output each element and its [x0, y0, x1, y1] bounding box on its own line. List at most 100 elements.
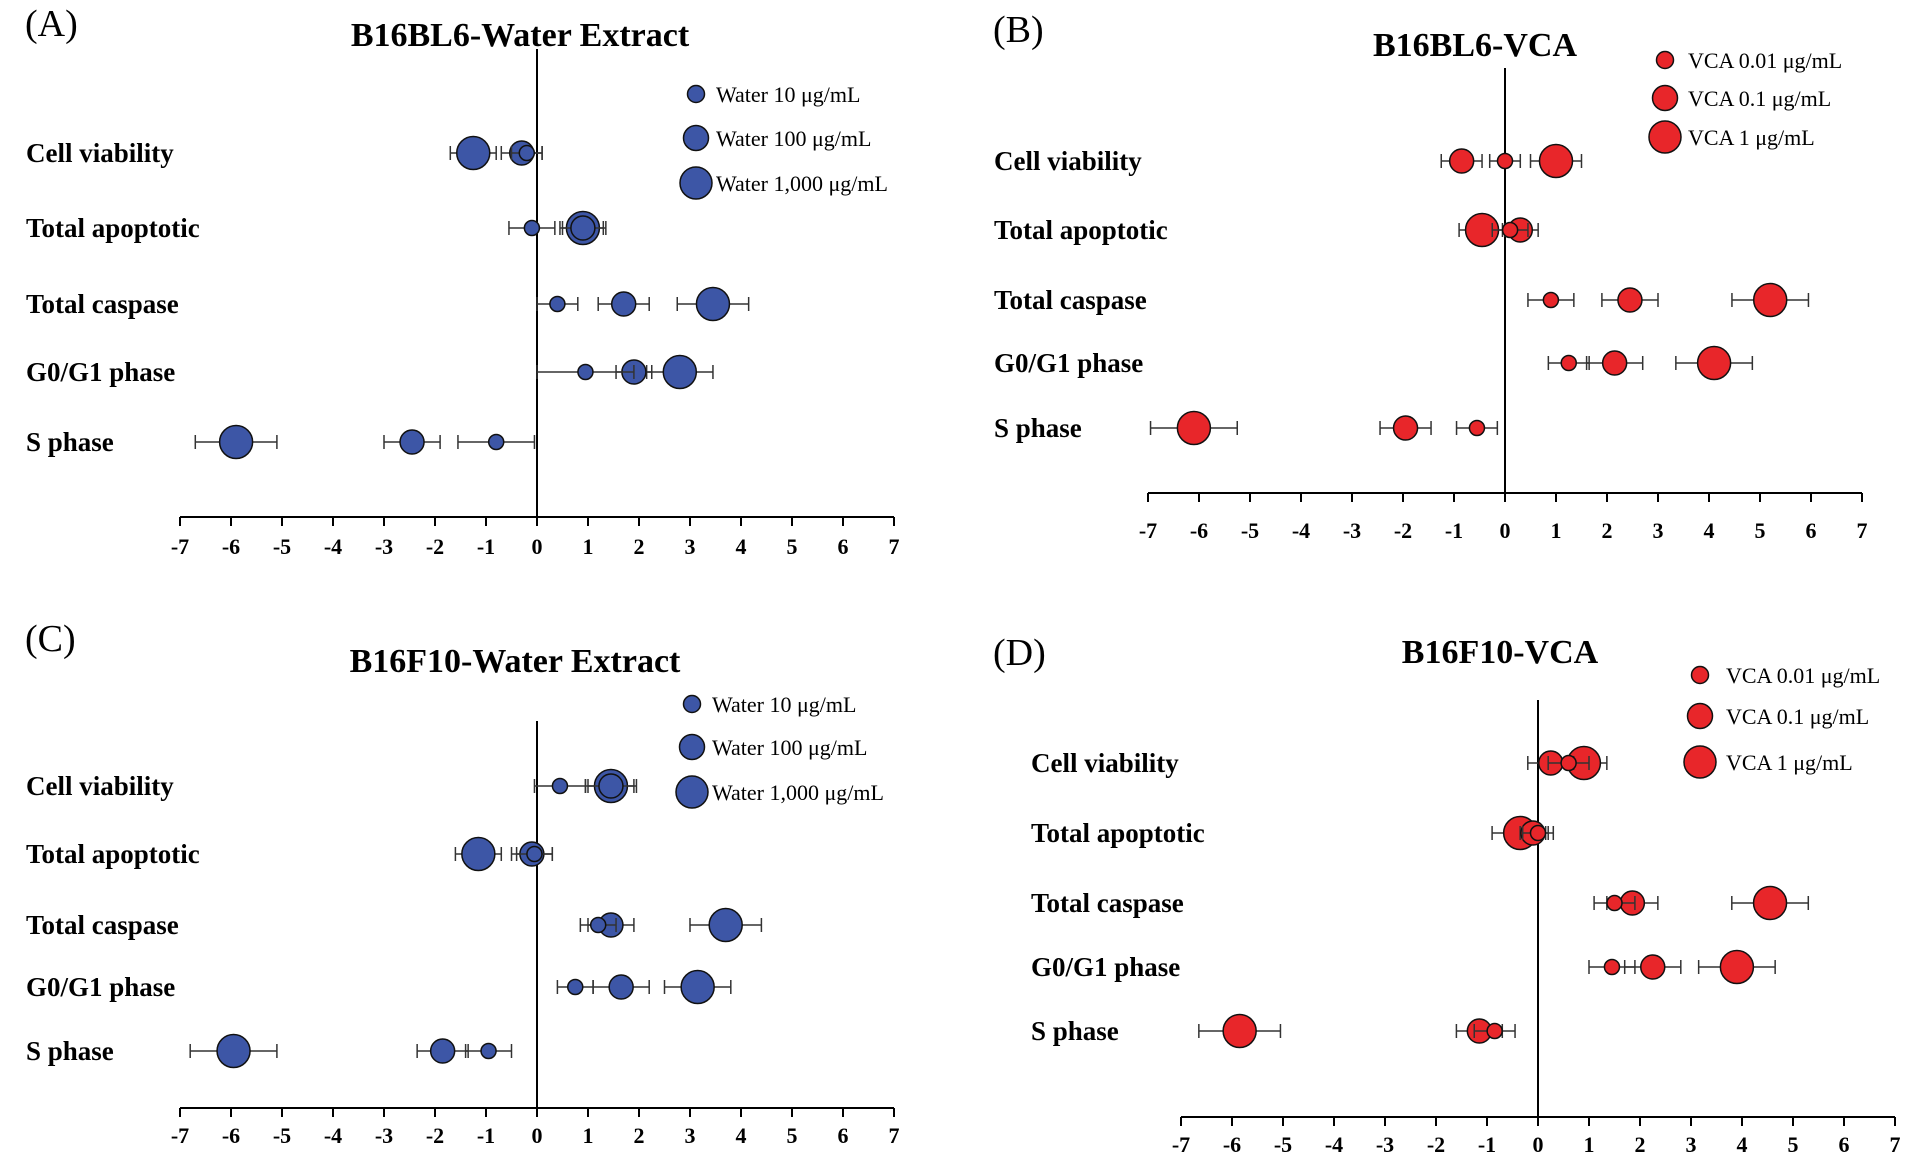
panel-c: (C) B16F10-Water Extract -7 -6 -5 -4 -3 -2 -1 0…: [25, 618, 900, 1148]
x-tick-label: -1: [477, 1123, 495, 1148]
legend-label: Water 10 μg/mL: [716, 82, 860, 107]
data-point: [589, 916, 607, 934]
x-tick-label: 2: [634, 534, 645, 559]
data-point: [1529, 824, 1547, 842]
legend-marker: [1655, 50, 1675, 70]
data-point: [526, 845, 543, 863]
category-label: G0/G1 phase: [26, 972, 175, 1002]
x-tick-label: 5: [1788, 1132, 1799, 1157]
legend-marker: [1651, 84, 1679, 112]
x-tick-label: 4: [1704, 518, 1715, 543]
data-point: [1560, 754, 1577, 772]
category-label: S phase: [26, 427, 114, 457]
data-point: [1696, 345, 1732, 381]
x-tick-label: -2: [426, 1123, 444, 1148]
x-tick-label: 7: [889, 1123, 900, 1148]
panel-d-title: B16F10-VCA: [1402, 634, 1599, 671]
panel-a-title: B16BL6-Water Extract: [351, 17, 690, 54]
x-tick-label: -3: [375, 534, 393, 559]
data-point: [1542, 291, 1560, 309]
data-point: [399, 429, 425, 455]
legend-marker: [675, 775, 709, 809]
x-tick-label: 0: [1533, 1132, 1544, 1157]
legend-label: Water 100 μg/mL: [716, 126, 871, 151]
legend-label: Water 1,000 μg/mL: [712, 780, 884, 805]
x-tick-label: -1: [1478, 1132, 1496, 1157]
x-tick-label: 6: [1806, 518, 1817, 543]
data-point: [549, 295, 566, 313]
data-point: [1448, 148, 1475, 174]
category-label: G0/G1 phase: [1031, 952, 1180, 982]
x-tick-label: -7: [1172, 1132, 1190, 1157]
x-tick-label: -5: [273, 1123, 291, 1148]
data-point: [551, 777, 569, 795]
x-tick-label: 3: [1686, 1132, 1697, 1157]
category-label: Total apoptotic: [994, 215, 1168, 245]
category-label: Cell viability: [26, 138, 174, 168]
data-point: [598, 773, 624, 799]
x-tick-label: -5: [1241, 518, 1259, 543]
x-tick-label: -4: [324, 1123, 342, 1148]
x-tick-label: 2: [634, 1123, 645, 1148]
panel-c-label: (C): [25, 618, 76, 660]
data-point: [456, 135, 491, 171]
category-label: Total apoptotic: [26, 839, 200, 869]
x-tick-label: -5: [273, 534, 291, 559]
data-point: [218, 424, 254, 460]
x-tick-label: 1: [1584, 1132, 1595, 1157]
category-label: Total caspase: [1031, 888, 1184, 918]
x-tick-label: 0: [532, 534, 543, 559]
x-tick-label: 7: [1890, 1132, 1901, 1157]
data-point: [567, 978, 584, 996]
legend-label: VCA 1 μg/mL: [1726, 750, 1853, 775]
data-point: [1538, 143, 1574, 179]
x-tick-label: -3: [1376, 1132, 1394, 1157]
x-tick-label: -6: [1190, 518, 1208, 543]
category-label: Cell viability: [1031, 748, 1179, 778]
x-tick-label: 3: [685, 534, 696, 559]
panel-a-label: (A): [25, 3, 78, 45]
legend-marker: [679, 166, 713, 200]
data-point: [1468, 419, 1486, 437]
x-tick-label: -4: [1292, 518, 1310, 543]
x-tick-label: 7: [1857, 518, 1868, 543]
data-point: [1601, 350, 1628, 376]
x-tick-label: 5: [787, 534, 798, 559]
data-point: [1752, 282, 1788, 318]
category-label: Total caspase: [26, 910, 179, 940]
data-point: [461, 836, 496, 872]
x-tick-label: 2: [1602, 518, 1613, 543]
panel-b-title: B16BL6-VCA: [1373, 27, 1577, 64]
category-label: S phase: [994, 413, 1082, 443]
x-tick-label: 5: [787, 1123, 798, 1148]
legend-marker: [1690, 665, 1710, 685]
data-point: [1560, 354, 1577, 372]
x-tick-label: -7: [1139, 518, 1157, 543]
legend-label: Water 10 μg/mL: [712, 692, 856, 717]
x-tick-label: -3: [375, 1123, 393, 1148]
panel-c-title: B16F10-Water Extract: [350, 643, 681, 680]
legend-label: VCA 0.1 μg/mL: [1726, 704, 1869, 729]
legend-marker: [678, 733, 706, 761]
data-point: [1486, 1022, 1503, 1040]
data-point: [570, 215, 596, 241]
x-tick-label: 3: [1653, 518, 1664, 543]
legend-label: VCA 0.01 μg/mL: [1688, 48, 1842, 73]
category-label: Total apoptotic: [26, 213, 200, 243]
data-point: [680, 969, 715, 1005]
x-tick-label: -6: [222, 534, 240, 559]
x-tick-label: -2: [1427, 1132, 1445, 1157]
data-point: [1496, 152, 1514, 170]
data-point: [1392, 415, 1419, 441]
legend-marker: [682, 124, 710, 152]
x-tick-label: 0: [532, 1123, 543, 1148]
x-tick-label: -4: [324, 534, 342, 559]
x-tick-label: 5: [1755, 518, 1766, 543]
x-tick-label: 1: [583, 534, 594, 559]
category-label: Total caspase: [994, 285, 1147, 315]
data-point: [610, 291, 637, 317]
panel-a: (A) B16BL6-Water Extract -7 -6 -5 -4 -3 -2 -1 0…: [25, 3, 900, 559]
category-label: Cell viability: [994, 146, 1142, 176]
data-point: [1603, 958, 1621, 976]
legend-marker: [686, 84, 706, 104]
